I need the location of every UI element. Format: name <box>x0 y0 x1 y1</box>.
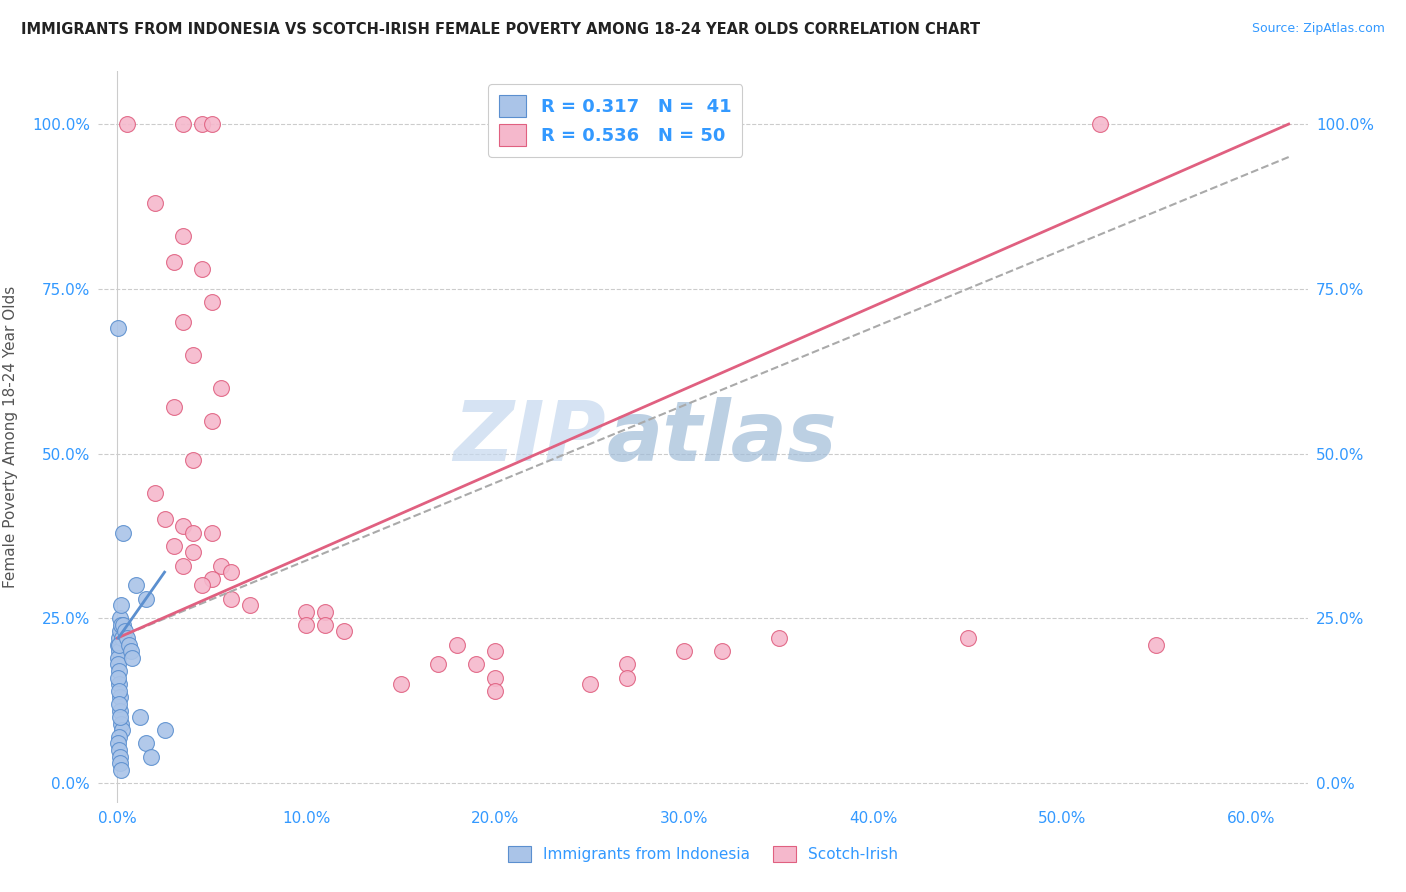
Point <box>710 644 733 658</box>
Point <box>295 605 318 619</box>
Point <box>111 525 134 540</box>
Point <box>181 545 204 559</box>
Point <box>120 644 142 658</box>
Point <box>111 618 134 632</box>
Point <box>107 657 129 672</box>
Point <box>295 618 318 632</box>
Point <box>956 631 979 645</box>
Point <box>108 697 131 711</box>
Point <box>181 453 204 467</box>
Point <box>108 756 131 771</box>
Point <box>110 598 132 612</box>
Point <box>135 737 157 751</box>
Point <box>219 565 242 579</box>
Point <box>107 737 129 751</box>
Point <box>172 117 194 131</box>
Point <box>108 644 131 658</box>
Point <box>114 624 136 639</box>
Point <box>616 657 638 672</box>
Point <box>333 624 356 639</box>
Point <box>163 255 186 269</box>
Point <box>209 558 232 573</box>
Point <box>427 657 450 672</box>
Text: ZIP: ZIP <box>454 397 606 477</box>
Point <box>118 638 141 652</box>
Point <box>108 611 131 625</box>
Point <box>172 229 194 244</box>
Point <box>153 512 176 526</box>
Point <box>108 704 131 718</box>
Point <box>108 624 131 639</box>
Point <box>107 671 129 685</box>
Point <box>191 262 214 277</box>
Point <box>108 638 131 652</box>
Point <box>121 650 143 665</box>
Text: atlas: atlas <box>606 397 837 477</box>
Point <box>108 664 131 678</box>
Point <box>108 749 131 764</box>
Point <box>484 683 506 698</box>
Point <box>172 315 194 329</box>
Point <box>172 558 194 573</box>
Point <box>108 743 131 757</box>
Point <box>115 117 138 131</box>
Point <box>108 690 131 705</box>
Point <box>141 749 163 764</box>
Point <box>163 401 186 415</box>
Point <box>108 677 131 691</box>
Point <box>209 381 232 395</box>
Point <box>108 730 131 744</box>
Text: IMMIGRANTS FROM INDONESIA VS SCOTCH-IRISH FEMALE POVERTY AMONG 18-24 YEAR OLDS C: IMMIGRANTS FROM INDONESIA VS SCOTCH-IRIS… <box>21 22 980 37</box>
Point <box>673 644 696 658</box>
Point <box>578 677 600 691</box>
Point <box>768 631 790 645</box>
Point <box>219 591 242 606</box>
Point <box>108 710 131 724</box>
Point <box>201 525 224 540</box>
Point <box>484 671 506 685</box>
Point <box>201 117 224 131</box>
Point <box>110 716 132 731</box>
Point <box>143 486 166 500</box>
Point <box>1144 638 1167 652</box>
Point <box>110 618 132 632</box>
Point <box>107 650 129 665</box>
Point <box>125 578 148 592</box>
Point <box>314 618 336 632</box>
Point <box>110 763 132 777</box>
Point <box>153 723 176 738</box>
Point <box>107 638 129 652</box>
Point <box>172 519 194 533</box>
Point <box>115 631 138 645</box>
Point <box>129 710 152 724</box>
Legend: Immigrants from Indonesia, Scotch-Irish: Immigrants from Indonesia, Scotch-Irish <box>502 840 904 868</box>
Y-axis label: Female Poverty Among 18-24 Year Olds: Female Poverty Among 18-24 Year Olds <box>3 286 18 588</box>
Point <box>143 196 166 211</box>
Point <box>135 591 157 606</box>
Point <box>181 348 204 362</box>
Point <box>1088 117 1111 131</box>
Point <box>111 723 134 738</box>
Point <box>389 677 412 691</box>
Point <box>107 321 129 335</box>
Point <box>181 525 204 540</box>
Point <box>239 598 262 612</box>
Point <box>191 578 214 592</box>
Point <box>163 539 186 553</box>
Point <box>201 572 224 586</box>
Point <box>201 295 224 310</box>
Point <box>191 117 214 131</box>
Point <box>465 657 488 672</box>
Point <box>108 683 131 698</box>
Text: Source: ZipAtlas.com: Source: ZipAtlas.com <box>1251 22 1385 36</box>
Point <box>484 644 506 658</box>
Point <box>108 631 131 645</box>
Point <box>201 414 224 428</box>
Point <box>616 671 638 685</box>
Point <box>446 638 468 652</box>
Point <box>314 605 336 619</box>
Point <box>111 631 134 645</box>
